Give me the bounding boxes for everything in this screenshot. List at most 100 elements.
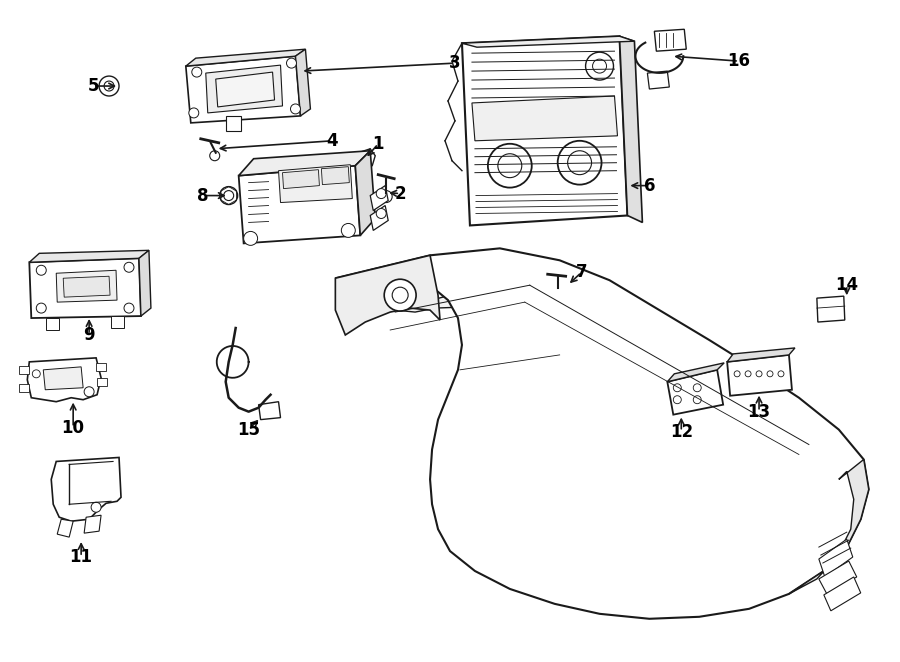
Circle shape (756, 371, 762, 377)
Polygon shape (356, 149, 375, 169)
Polygon shape (283, 169, 320, 189)
Circle shape (586, 52, 614, 80)
Circle shape (376, 189, 386, 199)
Circle shape (693, 384, 701, 392)
Polygon shape (19, 366, 30, 374)
Circle shape (734, 371, 740, 377)
Polygon shape (667, 370, 724, 414)
Polygon shape (395, 288, 823, 575)
Polygon shape (667, 363, 724, 382)
Circle shape (244, 232, 257, 246)
Circle shape (32, 370, 40, 378)
Polygon shape (824, 577, 860, 611)
Polygon shape (30, 258, 141, 318)
Circle shape (91, 502, 101, 512)
Text: 13: 13 (748, 402, 770, 420)
Circle shape (392, 287, 408, 303)
Circle shape (84, 387, 94, 397)
Polygon shape (111, 316, 124, 328)
Polygon shape (819, 561, 857, 594)
Polygon shape (238, 151, 370, 175)
Circle shape (36, 265, 46, 275)
Circle shape (552, 286, 563, 298)
Text: 2: 2 (394, 185, 406, 203)
Text: 6: 6 (644, 177, 655, 195)
Circle shape (498, 154, 522, 177)
Circle shape (104, 81, 114, 91)
Polygon shape (356, 151, 375, 236)
Polygon shape (654, 29, 687, 51)
Circle shape (778, 371, 784, 377)
Polygon shape (30, 250, 148, 262)
Polygon shape (370, 205, 388, 230)
Polygon shape (727, 355, 792, 396)
Circle shape (488, 144, 532, 187)
Polygon shape (336, 248, 868, 619)
Polygon shape (238, 166, 360, 244)
Circle shape (286, 58, 296, 68)
Text: 12: 12 (670, 422, 693, 441)
Text: 3: 3 (449, 54, 461, 72)
Circle shape (99, 76, 119, 96)
Polygon shape (96, 363, 106, 371)
Polygon shape (19, 384, 30, 392)
Polygon shape (789, 459, 868, 594)
Polygon shape (43, 367, 83, 390)
Circle shape (291, 104, 301, 114)
Text: 4: 4 (327, 132, 338, 150)
Polygon shape (278, 165, 352, 203)
Circle shape (124, 262, 134, 272)
Polygon shape (58, 519, 73, 537)
Polygon shape (619, 36, 643, 222)
Polygon shape (727, 348, 795, 362)
Text: 11: 11 (69, 548, 93, 566)
Circle shape (380, 191, 392, 203)
Circle shape (673, 396, 681, 404)
Circle shape (36, 303, 46, 313)
Polygon shape (336, 256, 440, 335)
Circle shape (124, 303, 134, 313)
Text: 8: 8 (197, 187, 209, 205)
Circle shape (360, 154, 370, 164)
Polygon shape (63, 276, 110, 297)
Polygon shape (295, 49, 310, 116)
Polygon shape (51, 457, 121, 521)
Polygon shape (321, 167, 349, 185)
Polygon shape (216, 72, 274, 107)
Polygon shape (819, 539, 853, 577)
Polygon shape (185, 56, 301, 123)
Polygon shape (56, 270, 117, 302)
Circle shape (341, 224, 356, 238)
Polygon shape (817, 296, 845, 322)
Text: 10: 10 (62, 418, 85, 437)
Text: 7: 7 (576, 263, 588, 281)
Circle shape (558, 141, 601, 185)
Text: 15: 15 (237, 420, 260, 439)
Polygon shape (472, 96, 617, 141)
Circle shape (210, 151, 220, 161)
Polygon shape (206, 65, 283, 113)
Polygon shape (647, 71, 670, 89)
Circle shape (192, 67, 202, 77)
Circle shape (224, 191, 234, 201)
Polygon shape (258, 402, 281, 420)
Polygon shape (139, 250, 151, 316)
Text: 14: 14 (835, 276, 859, 294)
Circle shape (568, 151, 591, 175)
Circle shape (767, 371, 773, 377)
Polygon shape (462, 36, 627, 226)
Text: 5: 5 (87, 77, 99, 95)
Text: 1: 1 (373, 135, 384, 153)
Polygon shape (84, 515, 101, 533)
Text: 9: 9 (84, 326, 94, 344)
Circle shape (673, 384, 681, 392)
Circle shape (376, 209, 386, 218)
Circle shape (220, 187, 238, 205)
Polygon shape (97, 378, 107, 386)
Circle shape (693, 396, 701, 404)
Polygon shape (185, 49, 305, 66)
Circle shape (384, 279, 416, 311)
Polygon shape (370, 185, 388, 211)
Polygon shape (27, 358, 101, 402)
Polygon shape (46, 318, 59, 330)
